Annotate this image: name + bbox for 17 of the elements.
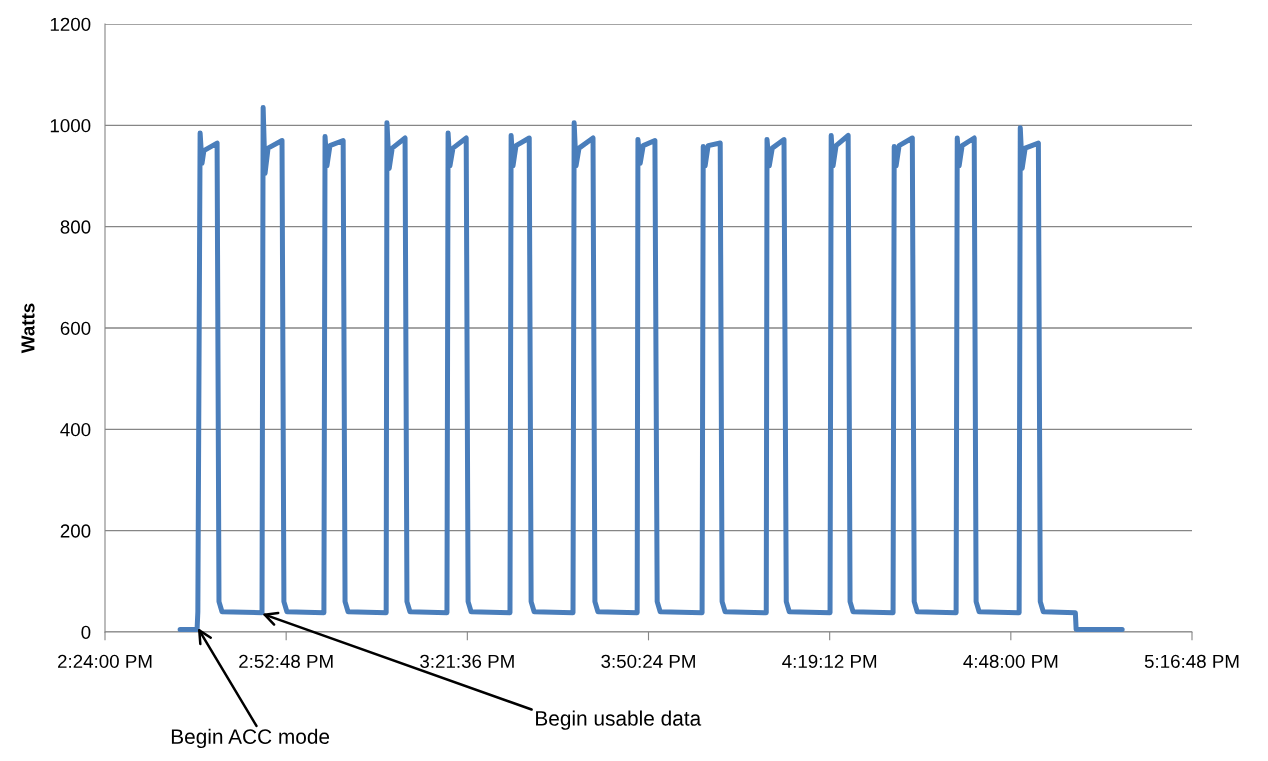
y-tick-label: 800 [60, 220, 91, 234]
x-tick-label: 4:19:12 PM [782, 654, 877, 668]
y-tick-label: 600 [60, 321, 91, 335]
annotation: Begin ACC mode [171, 728, 330, 749]
x-tick-label: 2:24:00 PM [58, 654, 152, 668]
y-axis-title: Watts [21, 303, 35, 354]
x-tick-label: 3:50:24 PM [601, 654, 695, 668]
y-tick-label: 1000 [50, 119, 91, 133]
y-tick-label: 400 [60, 423, 91, 437]
x-tick-label: 3:21:36 PM [420, 654, 514, 668]
y-tick-label: 0 [81, 625, 91, 639]
x-tick-label: 4:48:00 PM [963, 654, 1058, 668]
annotation: Begin usable data [536, 710, 702, 730]
y-tick-label: 1200 [50, 17, 91, 31]
x-tick-label: 5:16:48 PM [1144, 654, 1239, 668]
y-tick-label: 200 [60, 524, 91, 538]
x-tick-label: 2:52:48 PM [239, 654, 333, 668]
